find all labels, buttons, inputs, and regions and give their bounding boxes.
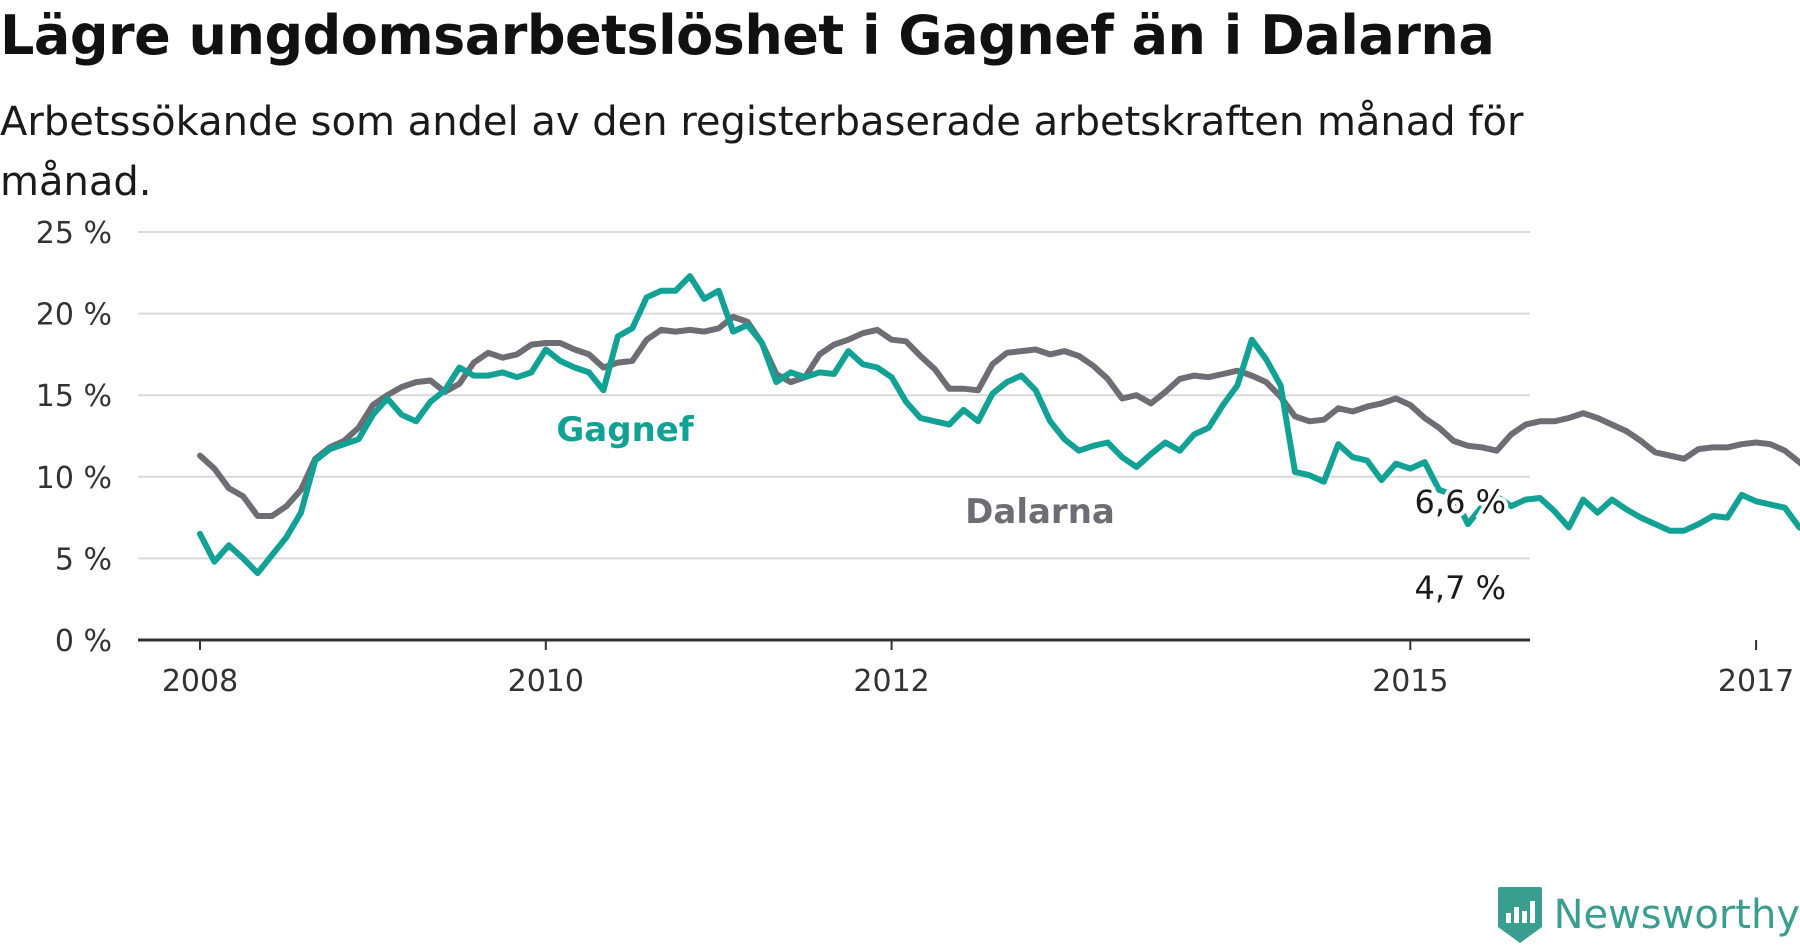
x-tick-label: 2008 <box>162 664 238 699</box>
x-tick-label: 2017 <box>1718 664 1794 699</box>
x-axis: 20082010201220152017202020222024 <box>138 638 1794 699</box>
series-line-dalarna <box>197 313 1800 519</box>
series-lines <box>197 273 1800 577</box>
series-line-gagnef <box>197 273 1800 577</box>
chart-subtitle: Arbetssökande som andel av den registerb… <box>0 99 1524 205</box>
x-tick-label: 2012 <box>853 664 929 699</box>
y-axis-tick-labels: 0 % 5 % 10 % 15 % 20 % 25 % <box>36 216 112 659</box>
gridlines <box>138 231 1530 560</box>
brand-name: Newsworthy <box>1553 892 1800 938</box>
series-labels: Gagnef Dalarna 6,6 % 4,7 % <box>549 403 1510 611</box>
y-tick-label: 15 % <box>36 379 112 414</box>
end-label-gagnef: 4,7 % <box>1415 569 1506 607</box>
x-tick-label: 2010 <box>508 664 584 699</box>
y-tick-label: 10 % <box>36 461 112 496</box>
y-tick-label: 0 % <box>55 624 112 659</box>
newsworthy-logo-icon <box>1497 887 1542 943</box>
y-tick-label: 5 % <box>55 542 112 577</box>
y-tick-label: 20 % <box>36 298 112 333</box>
chart-title: Lägre ungdomsarbetslöshet i Gagnef än i … <box>0 4 1495 67</box>
brand-logo: Newsworthy <box>1496 885 1800 945</box>
series-label-gagnef: Gagnef <box>556 410 694 450</box>
y-tick-label: 25 % <box>36 216 112 251</box>
x-tick-label: 2015 <box>1372 664 1448 699</box>
series-label-dalarna: Dalarna <box>965 492 1115 532</box>
end-label-dalarna: 6,6 % <box>1415 483 1506 521</box>
